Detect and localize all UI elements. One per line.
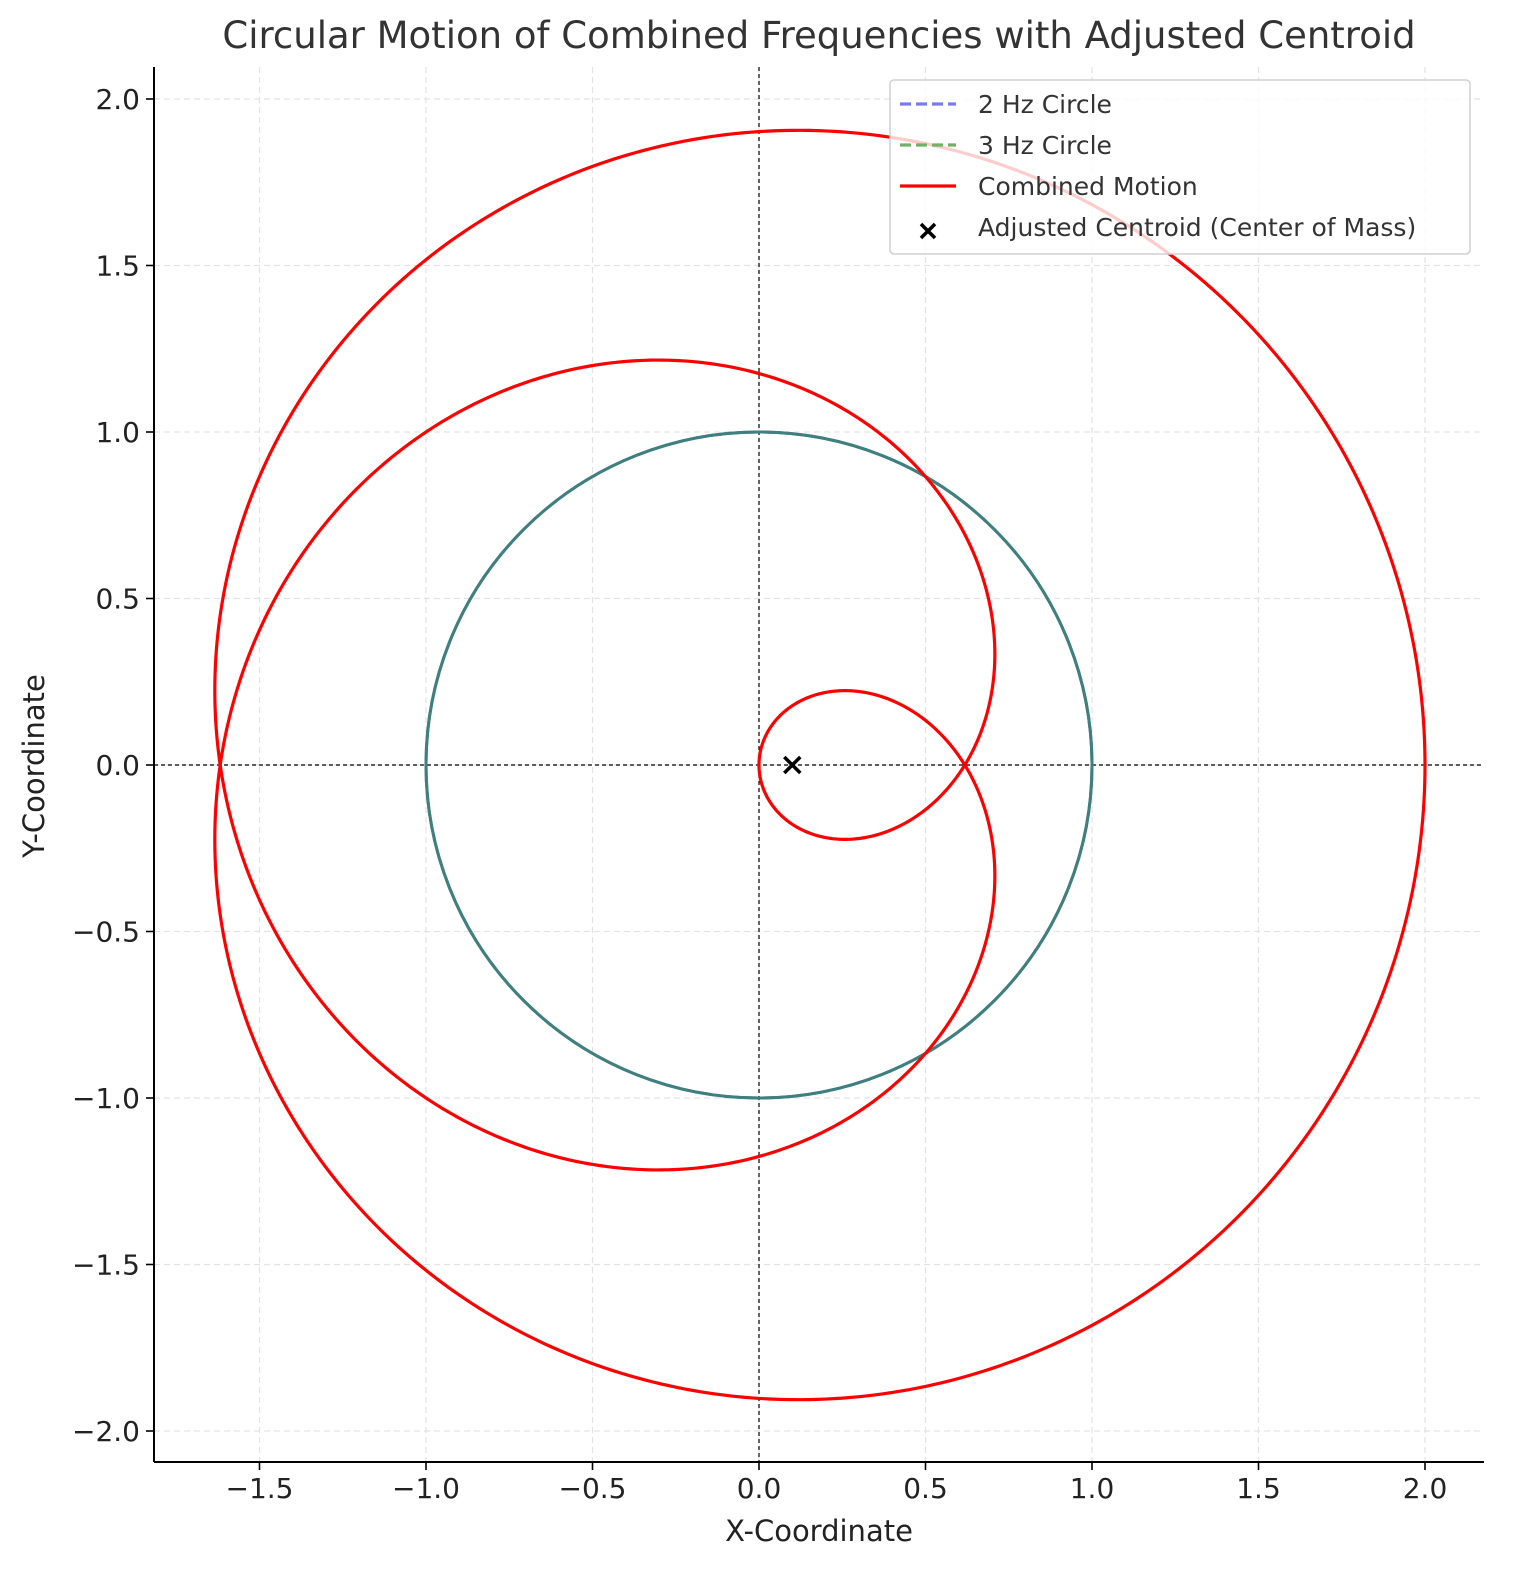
- centroid-marker: [783, 755, 802, 775]
- 3-hz-circle-series: [424, 430, 1094, 1100]
- y-tick-label: −1.0: [72, 1082, 140, 1115]
- combined-motion-series: [213, 128, 1427, 1402]
- legend-entry-adjusted-centroid-center-of-mass: Adjusted Centroid (Center of Mass): [919, 213, 1416, 242]
- legend-entry-2-hz-circle: 2 Hz Circle: [900, 90, 1112, 119]
- chart-title: Circular Motion of Combined Frequencies …: [222, 14, 1415, 57]
- x-tick-label: 1.5: [1236, 1472, 1281, 1505]
- y-ticks: −2.0 −1.5 −1.0 −0.5 0.0 0.5 1.0 1.5 2.0: [72, 83, 154, 1448]
- legend-label: Adjusted Centroid (Center of Mass): [978, 213, 1416, 242]
- y-tick-label: 0.0: [95, 749, 140, 782]
- y-axis-label: Y-Coordinate: [17, 674, 51, 859]
- x-tick-label: 1.0: [1070, 1472, 1115, 1505]
- x-tick-label: −1.5: [226, 1472, 294, 1505]
- x-tick-label: 0.0: [737, 1472, 782, 1505]
- x-ticks: −1.5 −1.0 −0.5 0.0 0.5 1.0 1.5 2.0: [226, 1462, 1448, 1505]
- x-tick-label: 2.0: [1403, 1472, 1448, 1505]
- plot-area: [213, 128, 1427, 1402]
- legend-marker-stroke: [919, 222, 937, 240]
- y-tick-label: 0.5: [95, 583, 140, 616]
- legend-label: Combined Motion: [978, 172, 1198, 201]
- y-tick-label: 1.5: [95, 250, 140, 283]
- legend: 2 Hz Circle 3 Hz Circle Combined Motion Adj…: [889, 79, 1471, 255]
- centroid-marker-stroke: [783, 755, 802, 775]
- reference-lines: [154, 67, 1484, 1462]
- legend-label: 3 Hz Circle: [978, 131, 1112, 160]
- legend-label: 2 Hz Circle: [978, 90, 1112, 119]
- x-tick-label: 0.5: [903, 1472, 948, 1505]
- x-tick-label: −1.0: [392, 1472, 460, 1505]
- y-tick-label: 1.0: [95, 416, 140, 449]
- legend-entry-combined-motion: Combined Motion: [900, 172, 1198, 201]
- y-tick-label: 2.0: [95, 83, 140, 116]
- y-tick-label: −2.0: [72, 1415, 140, 1448]
- legend-entry-3-hz-circle: 3 Hz Circle: [900, 131, 1112, 160]
- x-axis-label: X-Coordinate: [725, 1514, 913, 1548]
- y-tick-label: −0.5: [72, 916, 140, 949]
- y-tick-label: −1.5: [72, 1249, 140, 1282]
- legend-frame: [889, 79, 1471, 255]
- x-tick-label: −0.5: [559, 1472, 627, 1505]
